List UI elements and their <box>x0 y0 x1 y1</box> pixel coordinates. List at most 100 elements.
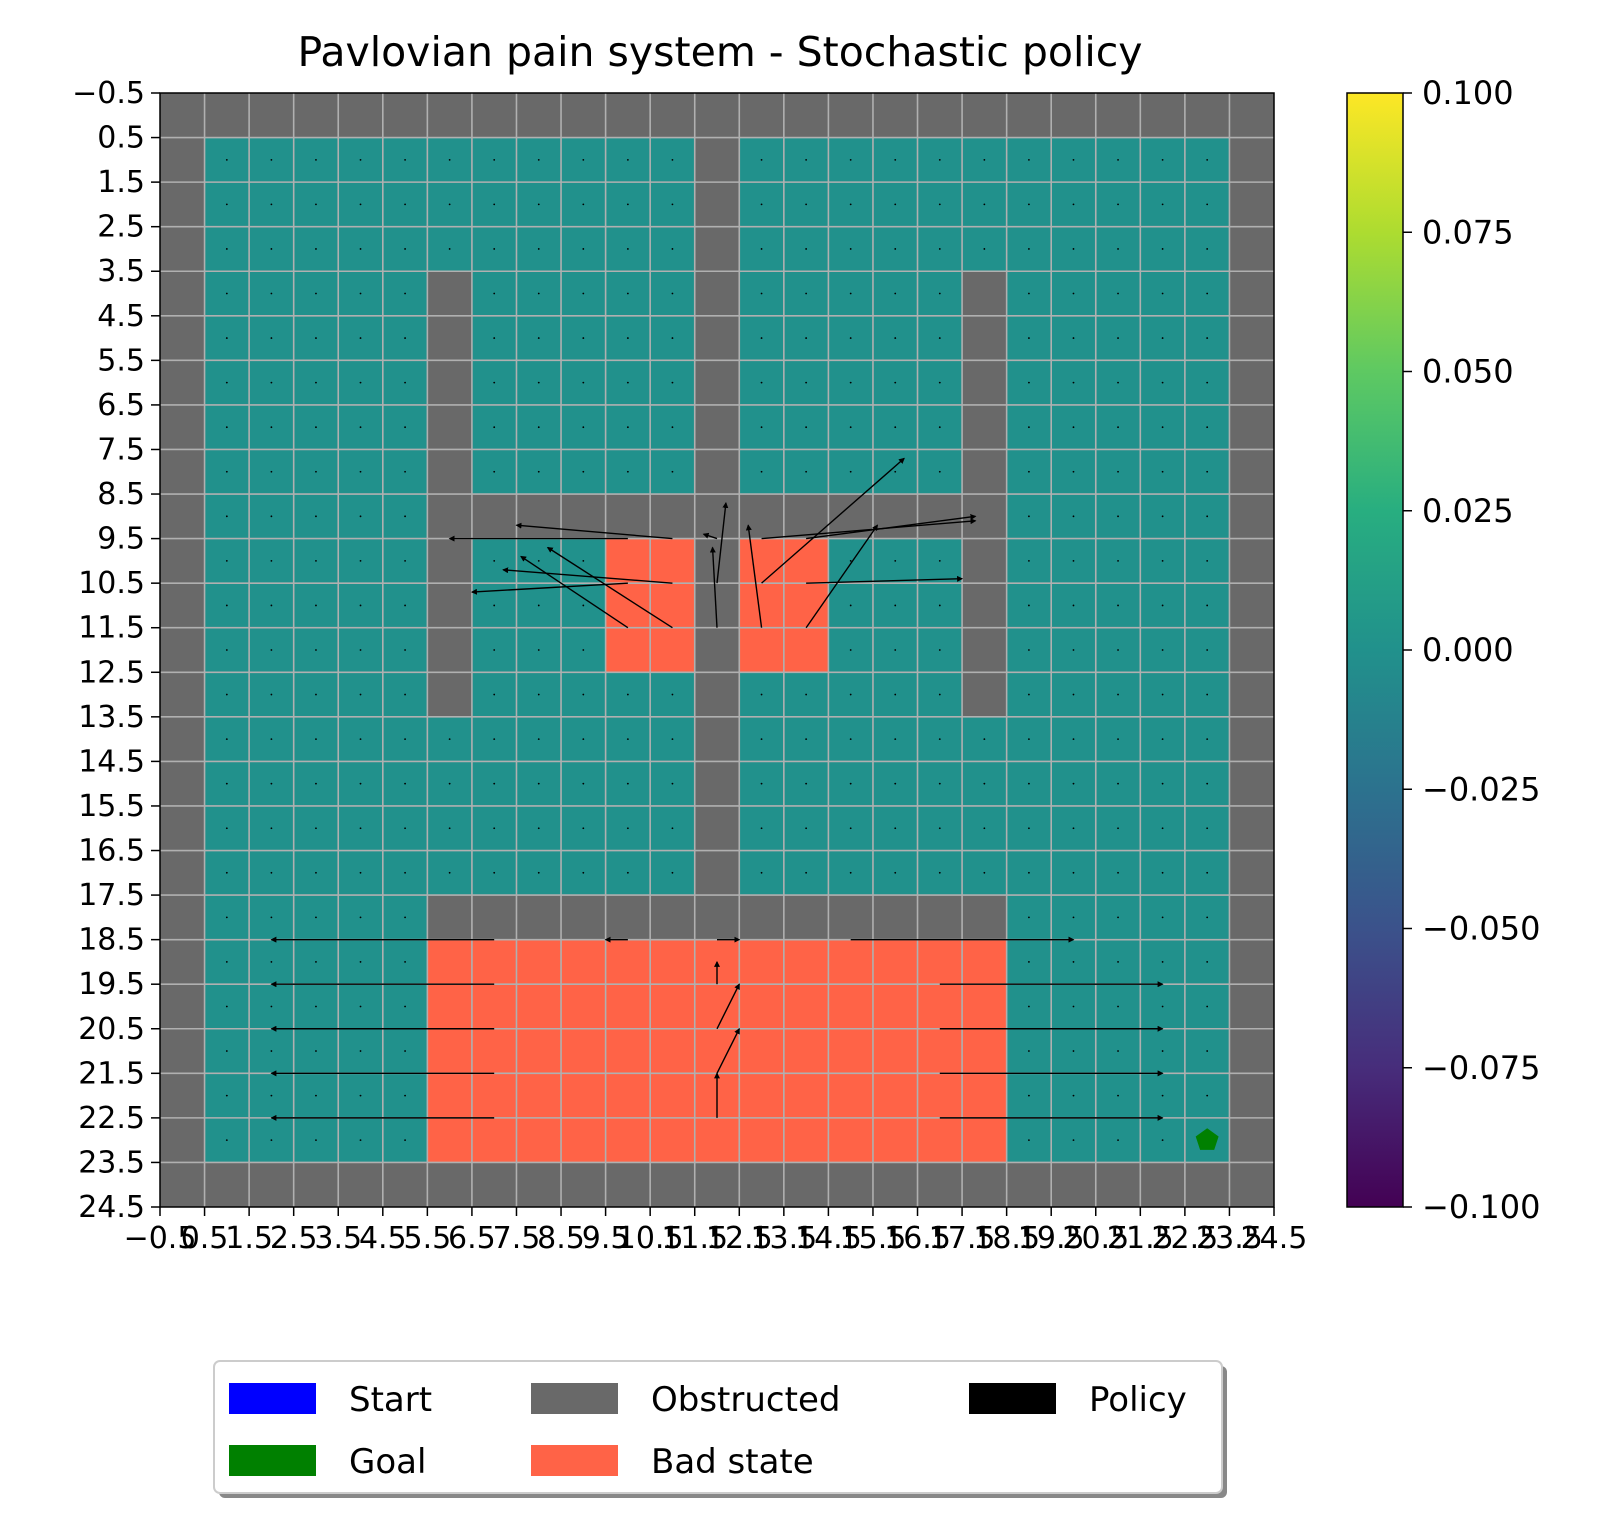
bad-state-cell <box>516 1117 562 1163</box>
policy-dot <box>805 426 808 429</box>
policy-dot <box>225 871 228 874</box>
policy-dot <box>404 158 406 161</box>
obstructed-cell <box>962 538 1008 584</box>
policy-dot <box>225 649 228 651</box>
bad-state-cell <box>739 939 785 985</box>
y-tick-label: 19.5 <box>78 967 145 1002</box>
policy-dot <box>270 426 273 429</box>
policy-dot <box>359 1139 362 1142</box>
policy-dot <box>805 470 808 473</box>
x-tick-label: 9.5 <box>582 1221 630 1256</box>
y-tick-label: 3.5 <box>97 254 145 289</box>
policy-dot <box>1117 871 1119 874</box>
policy-dot <box>1117 381 1119 384</box>
policy-dot <box>315 827 317 830</box>
obstructed-cell <box>160 1028 206 1074</box>
obstructed-cell <box>605 494 651 540</box>
policy-dot <box>938 871 941 874</box>
policy-dot <box>760 203 763 206</box>
policy-dot <box>1117 292 1119 295</box>
policy-dot <box>894 248 897 250</box>
policy-dot <box>671 337 674 339</box>
obstructed-cell <box>427 583 473 629</box>
obstructed-cell <box>249 1162 295 1208</box>
obstructed-cell <box>427 404 473 450</box>
policy-dot <box>626 827 629 830</box>
policy-dot <box>1206 738 1209 741</box>
bad-state-cell <box>783 1073 829 1119</box>
policy-dot <box>493 158 496 161</box>
policy-dot <box>805 248 808 250</box>
obstructed-cell <box>160 1162 206 1208</box>
policy-dot <box>671 827 674 830</box>
obstructed-cell <box>917 895 963 941</box>
policy-dot <box>938 604 941 607</box>
bad-state-cell <box>650 627 696 673</box>
policy-dot <box>938 693 941 696</box>
policy-dot <box>1072 604 1075 607</box>
policy-dot <box>849 292 852 295</box>
policy-dot <box>1028 470 1030 473</box>
policy-dot <box>359 649 362 651</box>
policy-dot <box>493 782 496 785</box>
bad-state-cell <box>427 984 473 1030</box>
policy-dot <box>582 827 585 830</box>
policy-dot <box>315 1094 317 1097</box>
policy-dot <box>938 337 941 339</box>
policy-dot <box>404 604 406 607</box>
policy-dot <box>1028 1005 1030 1008</box>
obstructed-cell <box>427 360 473 406</box>
bad-state-cell <box>427 1117 473 1163</box>
policy-dot <box>894 782 897 785</box>
policy-dot <box>1072 961 1075 963</box>
legend-label: Start <box>349 1380 432 1420</box>
obstructed-cell <box>1140 93 1186 139</box>
policy-dot <box>359 827 362 830</box>
policy-dot <box>1028 426 1030 429</box>
plot-frame <box>159 92 1275 1208</box>
policy-dot <box>404 693 406 696</box>
policy-dot <box>1161 158 1164 161</box>
goal-marker-layer <box>1195 1128 1219 1150</box>
policy-dot <box>671 871 674 874</box>
obstructed-cell <box>204 93 250 139</box>
y-tick-label: 15.5 <box>78 789 145 824</box>
bad-state-cell <box>783 627 829 673</box>
obstructed-cell <box>694 672 740 718</box>
x-tick-label: 6.5 <box>448 1221 496 1256</box>
policy-dot <box>225 426 228 429</box>
policy-dot <box>1206 871 1209 874</box>
policy-dot <box>1028 203 1030 206</box>
x-tick-label: 13.5 <box>750 1221 817 1256</box>
policy-dot <box>894 426 897 429</box>
bad-state-cell <box>917 984 963 1030</box>
bad-state-cell <box>917 939 963 985</box>
policy-dot <box>1117 559 1119 562</box>
obstructed-cell <box>694 805 740 852</box>
x-tick-label: 2.5 <box>270 1221 318 1256</box>
policy-dot <box>493 604 496 607</box>
y-tick-label: 21.5 <box>78 1056 145 1091</box>
bad-state-cell <box>516 984 562 1030</box>
policy-dot <box>448 871 451 874</box>
policy-dot <box>849 248 852 250</box>
policy-dot <box>671 782 674 785</box>
obstructed-cell <box>1229 939 1275 985</box>
obstructed-cell <box>872 93 919 139</box>
goal-marker <box>1195 1128 1219 1150</box>
policy-dot <box>1117 426 1119 429</box>
bad-state-cell <box>739 1117 785 1163</box>
policy-dot <box>448 738 451 741</box>
policy-dot <box>1206 782 1209 785</box>
obstructed-cell <box>516 494 562 540</box>
policy-dot <box>1117 604 1119 607</box>
policy-dot <box>404 203 406 206</box>
policy-dot <box>938 248 941 250</box>
policy-dot <box>626 693 629 696</box>
bad-state-cell <box>872 939 919 985</box>
policy-dot <box>1206 559 1209 562</box>
bad-state-cell <box>561 1073 607 1119</box>
policy-dot <box>1206 426 1209 429</box>
policy-dot <box>1072 381 1075 384</box>
policy-dot <box>404 470 406 473</box>
